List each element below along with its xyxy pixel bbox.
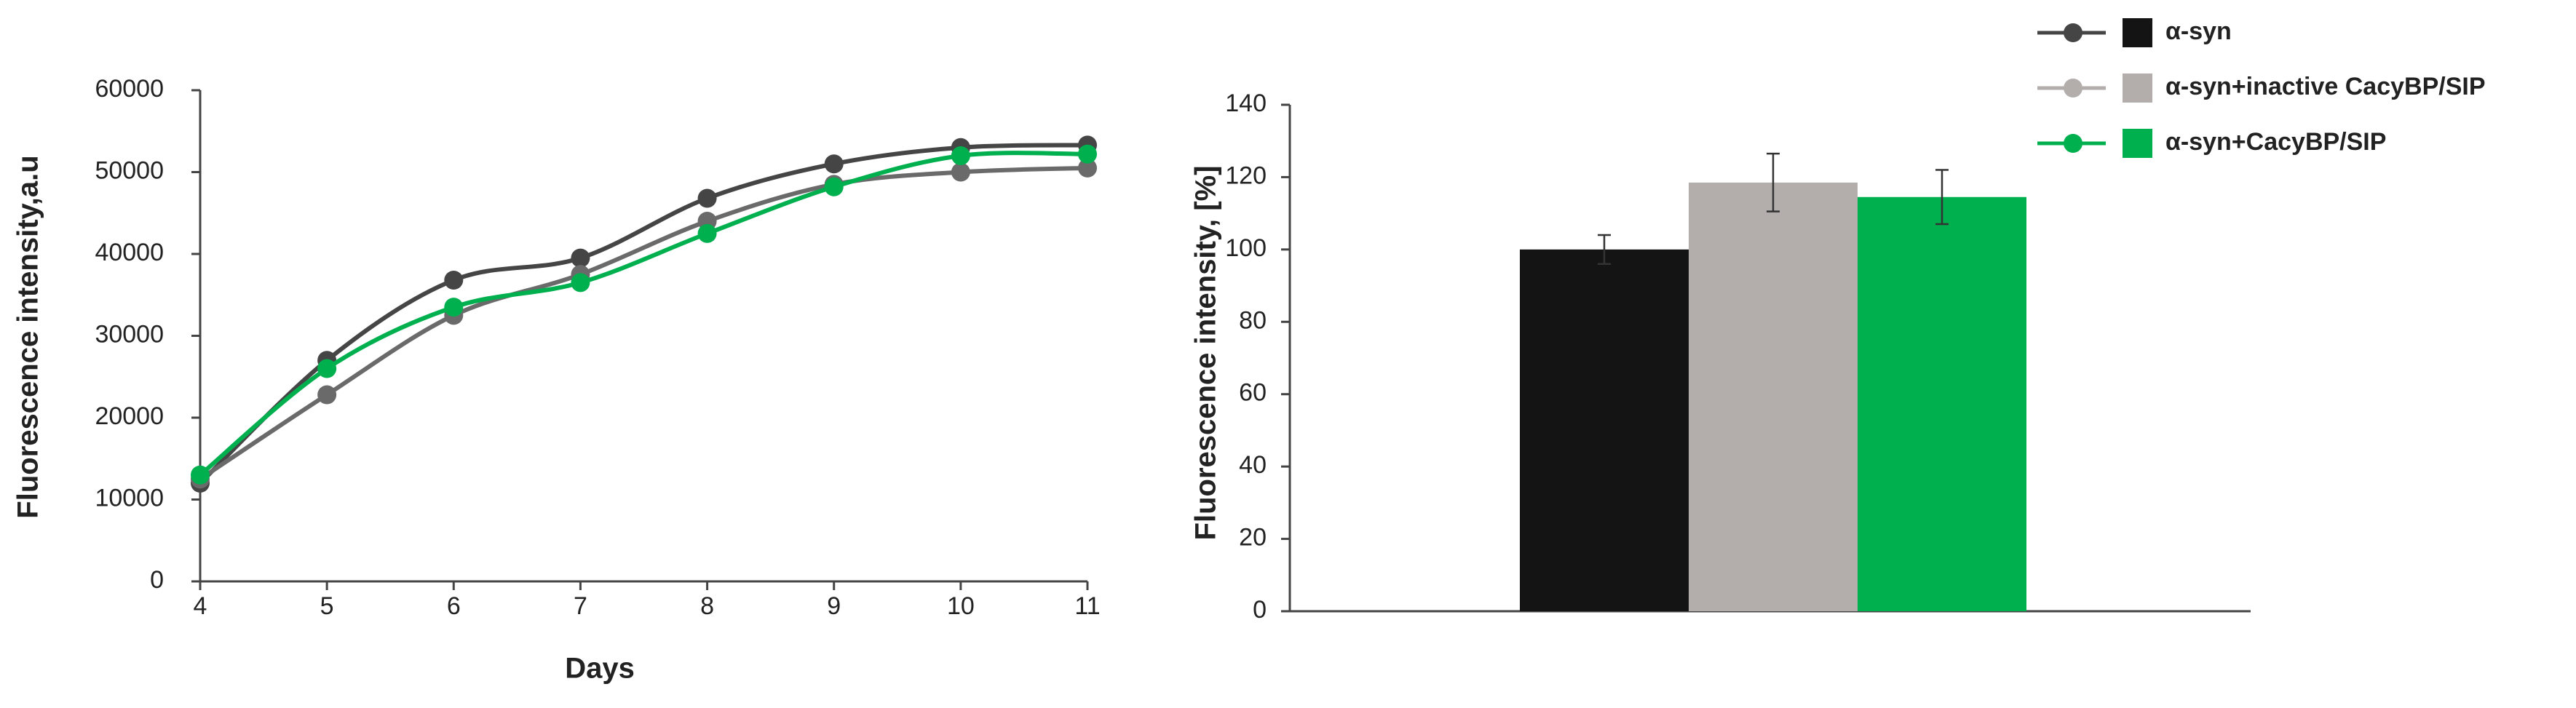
- legend-swatch: [2123, 73, 2152, 103]
- legend-label: α-syn+inactive CacyBP/SIP: [2165, 73, 2486, 100]
- y-tick-label: 140: [1225, 90, 1267, 117]
- legend-marker: [2064, 79, 2082, 98]
- point: [697, 188, 717, 208]
- line: [199, 151, 1088, 477]
- point: [824, 154, 844, 174]
- line: [199, 165, 1088, 481]
- error-bar: [1767, 152, 1780, 212]
- y-tick-label: 20: [1239, 524, 1267, 552]
- legend-label: α-syn+CacyBP/SIP: [2165, 128, 2386, 156]
- y-tick-label: 120: [1225, 162, 1267, 189]
- y-tick-label: 0: [150, 566, 164, 594]
- x-tick-label: 6: [447, 592, 461, 620]
- y-axis-title: Fluorescence intensity, [%]: [1190, 166, 1222, 541]
- bar: [1858, 196, 2026, 611]
- x-tick-label: 7: [574, 592, 587, 620]
- legend-swatch: [2123, 18, 2152, 47]
- y-tick-label: 40000: [95, 239, 164, 266]
- error-bar: [1935, 169, 1949, 226]
- legend-marker: [2064, 134, 2082, 153]
- y-tick-label: 60000: [95, 75, 164, 103]
- point: [697, 223, 717, 243]
- error-bar: [1598, 234, 1611, 265]
- point: [317, 385, 337, 405]
- x-tick-label: 11: [1074, 592, 1100, 620]
- x-tick-label: 5: [320, 592, 334, 620]
- y-axis-title: Fluorescence intensity,a.u: [12, 155, 44, 518]
- legend-swatch: [2123, 129, 2152, 158]
- y-tick-label: 80: [1239, 306, 1267, 334]
- y-tick-label: 100: [1225, 234, 1267, 262]
- y-tick-label: 10000: [95, 484, 164, 512]
- point: [444, 298, 464, 317]
- x-axis-title: Days: [565, 653, 635, 685]
- legend-label: α-syn: [2165, 17, 2232, 45]
- point: [571, 248, 590, 268]
- point: [444, 271, 464, 290]
- y-tick-label: 20000: [95, 402, 164, 430]
- y-tick-label: 60: [1239, 379, 1267, 407]
- bar: [1520, 249, 1689, 611]
- point: [571, 273, 590, 293]
- point: [951, 162, 970, 182]
- y-tick-label: 50000: [95, 156, 164, 184]
- y-tick-label: 40: [1239, 451, 1267, 479]
- line: [198, 143, 1088, 485]
- bar: [1689, 182, 1858, 611]
- point: [317, 359, 337, 378]
- legend-marker: [2064, 23, 2082, 42]
- y-tick-label: 30000: [95, 320, 164, 348]
- point: [951, 146, 970, 165]
- point: [824, 177, 844, 196]
- x-tick-label: 8: [700, 592, 714, 620]
- x-tick-label: 10: [947, 592, 975, 620]
- point: [191, 465, 210, 485]
- x-tick-label: 4: [194, 592, 207, 620]
- x-tick-label: 9: [827, 592, 841, 620]
- y-tick-label: 0: [1253, 596, 1267, 624]
- point: [1078, 158, 1097, 178]
- point: [1078, 144, 1097, 164]
